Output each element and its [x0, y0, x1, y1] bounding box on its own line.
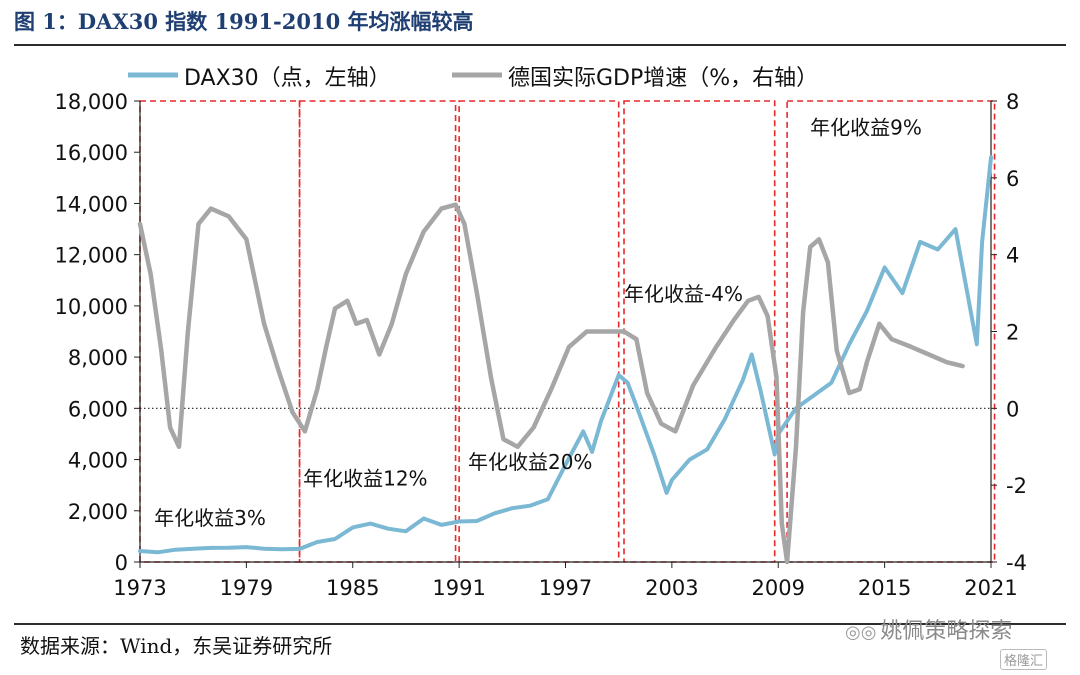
bottom-rule: [14, 623, 1066, 625]
axes: 18,000 16,000 14,000 12,000 10,000 8,000 6,000…: [55, 90, 1027, 600]
right-tick-label: 4: [1006, 244, 1019, 268]
watermark: ◎◎ 姚佩策略探索: [845, 613, 1012, 645]
x-tick-label: 1991: [432, 576, 485, 600]
right-tick-label: 8: [1006, 90, 1019, 114]
left-tick-label: 12,000: [55, 244, 128, 268]
x-tick-label: 2003: [645, 576, 698, 600]
left-tick-label: 16,000: [55, 141, 128, 165]
figure-title: 图 1：DAX30 指数 1991-2010 年均涨幅较高: [14, 9, 474, 34]
period-box-5: [786, 100, 996, 563]
right-tick-label: 2: [1006, 321, 1019, 345]
period-box-4: [623, 100, 776, 563]
period-label-2: 年化收益12%: [303, 466, 427, 490]
series-lines: [137, 155, 993, 565]
period-labels: 年化收益3% 年化收益12% 年化收益20% 年化收益-4% 年化收益9%: [154, 116, 922, 531]
left-tick-label: 14,000: [55, 192, 128, 216]
x-tick-label: 1979: [220, 576, 273, 600]
right-tick-label: 6: [1006, 167, 1019, 191]
period-box-1: [139, 100, 301, 563]
left-tick-label: 0: [115, 551, 128, 575]
x-tick-label: 1997: [539, 576, 592, 600]
gdp-growth-line: [137, 202, 965, 565]
corner-watermark: 格隆汇: [1000, 649, 1048, 670]
x-tick-label: 2021: [964, 576, 1017, 600]
period-label-1: 年化收益3%: [154, 506, 266, 530]
left-tick-label: 6,000: [68, 397, 128, 421]
period-box-2: [298, 100, 457, 563]
legend-gdp-label: 德国实际GDP增速（%，右轴）: [508, 66, 818, 91]
x-tick-label: 1973: [113, 576, 166, 600]
top-rule: [14, 44, 1066, 46]
right-tick-label: -4: [1006, 551, 1027, 575]
left-tick-label: 8,000: [68, 346, 128, 370]
x-tick-label: 2009: [752, 576, 805, 600]
right-tick-label: -2: [1006, 474, 1027, 498]
dax30-line: [138, 155, 993, 555]
left-tick-label: 2,000: [68, 500, 128, 524]
period-label-5: 年化收益9%: [810, 116, 922, 140]
period-label-4: 年化收益-4%: [624, 282, 743, 306]
x-tick-label: 1985: [326, 576, 379, 600]
wechat-icon: ◎◎: [845, 622, 877, 643]
source-note: 数据来源：Wind，东吴证券研究所: [20, 634, 333, 658]
right-tick-label: 0: [1006, 397, 1019, 421]
legend: DAX30（点，左轴） 德国实际GDP增速（%，右轴）: [128, 66, 818, 91]
watermark-text: 姚佩策略探索: [880, 619, 1013, 644]
period-label-3: 年化收益20%: [468, 450, 592, 474]
left-tick-label: 4,000: [68, 449, 128, 473]
legend-dax-label: DAX30（点，左轴）: [184, 66, 391, 91]
left-tick-label: 10,000: [55, 295, 128, 319]
dax-gdp-chart: DAX30（点，左轴） 德国实际GDP增速（%，右轴） 18,000 16,000…: [55, 66, 1027, 600]
left-tick-label: 18,000: [55, 90, 128, 114]
x-tick-label: 2015: [858, 576, 911, 600]
